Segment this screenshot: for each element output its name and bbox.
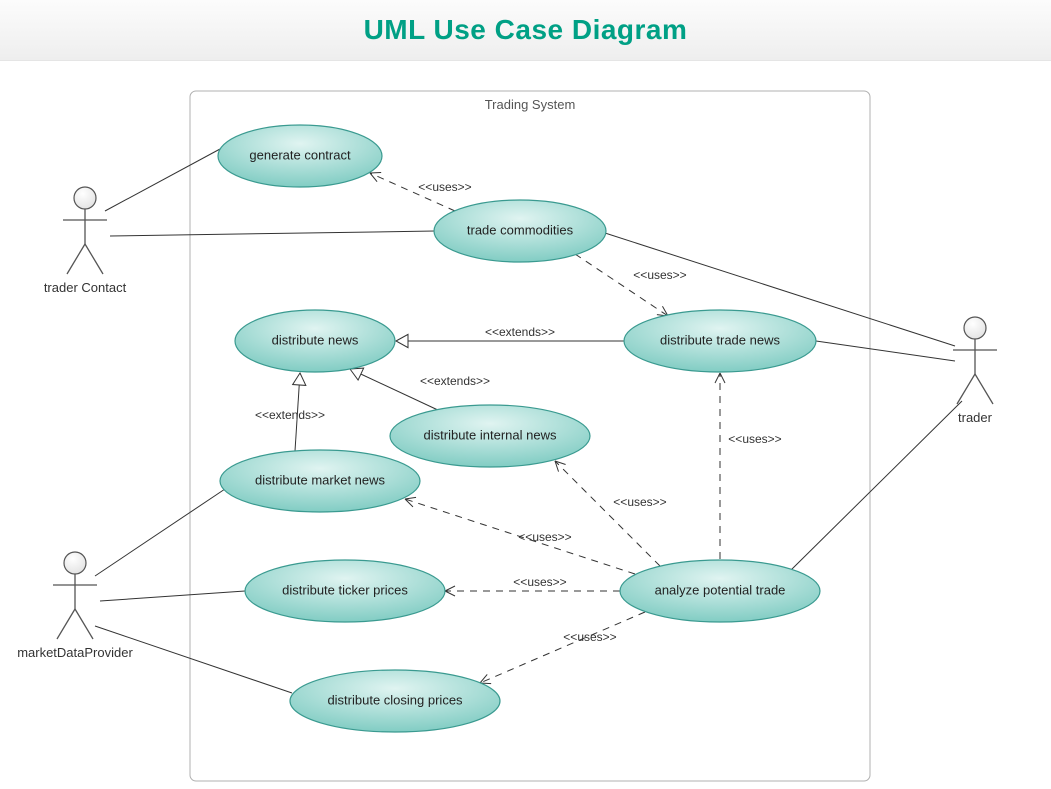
actor-market-data-provider: marketDataProvider [17,552,133,660]
edge-label-uses: <<uses>> [613,495,666,509]
actor-label: trader [958,410,993,425]
usecase-label: generate contract [249,147,351,162]
edge-label-extends: <<extends>> [420,374,490,388]
edge-label-uses: <<uses>> [518,530,571,544]
extends-edge: <<extends>> [350,368,490,411]
association-edge [100,591,245,601]
usecase-distribute-internal-news: distribute internal news [390,405,590,467]
association-edge [110,231,435,236]
edge-label-uses: <<uses>> [563,630,616,644]
actor-trader: trader [953,317,997,425]
diagram-canvas: Trading System <<uses>> <<uses>> <<uses>> <… [0,61,1051,789]
association-edge [95,489,225,576]
uses-edge: <<uses>> [555,461,667,566]
usecase-label: distribute news [272,332,359,347]
uses-edge: <<uses>> [480,612,645,684]
usecase-generate-contract: generate contract [218,125,382,187]
boundary-label: Trading System [485,97,576,112]
association-edge [816,341,955,361]
usecase-label: distribute ticker prices [282,582,408,597]
usecase-label: distribute trade news [660,332,780,347]
usecase-analyze-potential-trade: analyze potential trade [620,560,820,622]
uses-edge: <<uses>> [575,254,687,316]
actor-label: trader Contact [44,280,127,295]
edge-label-uses: <<uses>> [418,180,471,194]
edge-label-uses: <<uses>> [728,432,781,446]
association-edge [105,149,220,211]
usecase-label: trade commodities [467,222,574,237]
edge-label-uses: <<uses>> [633,268,686,282]
extends-edge: <<extends>> [255,373,325,451]
usecase-trade-commodities: trade commodities [434,200,606,262]
actor-label: marketDataProvider [17,645,133,660]
usecase-distribute-closing-prices: distribute closing prices [290,670,500,732]
uses-edge: <<uses>> [405,497,635,574]
usecase-distribute-ticker-prices: distribute ticker prices [245,560,445,622]
usecase-label: distribute market news [255,472,386,487]
usecase-distribute-news: distribute news [235,310,395,372]
actor-trader-contact: trader Contact [44,187,127,295]
usecases-layer: generate contract trade commodities distri… [218,125,820,732]
usecase-distribute-trade-news: distribute trade news [624,310,816,372]
association-edge [790,401,962,571]
title-bar: UML Use Case Diagram [0,0,1051,61]
diagram-svg: Trading System <<uses>> <<uses>> <<uses>> <… [0,61,1051,789]
uses-edge: <<uses>> [715,373,782,559]
extends-edge: <<extends>> [396,325,624,348]
usecase-label: analyze potential trade [655,582,786,597]
uses-edge: <<uses>> [370,173,472,211]
usecase-label: distribute internal news [424,427,557,442]
edge-label-extends: <<extends>> [255,408,325,422]
usecase-distribute-market-news: distribute market news [220,450,420,512]
usecase-label: distribute closing prices [327,692,463,707]
edge-label-extends: <<extends>> [485,325,555,339]
page-title: UML Use Case Diagram [364,14,688,46]
uses-edge: <<uses>> [445,575,620,596]
edge-label-uses: <<uses>> [513,575,566,589]
